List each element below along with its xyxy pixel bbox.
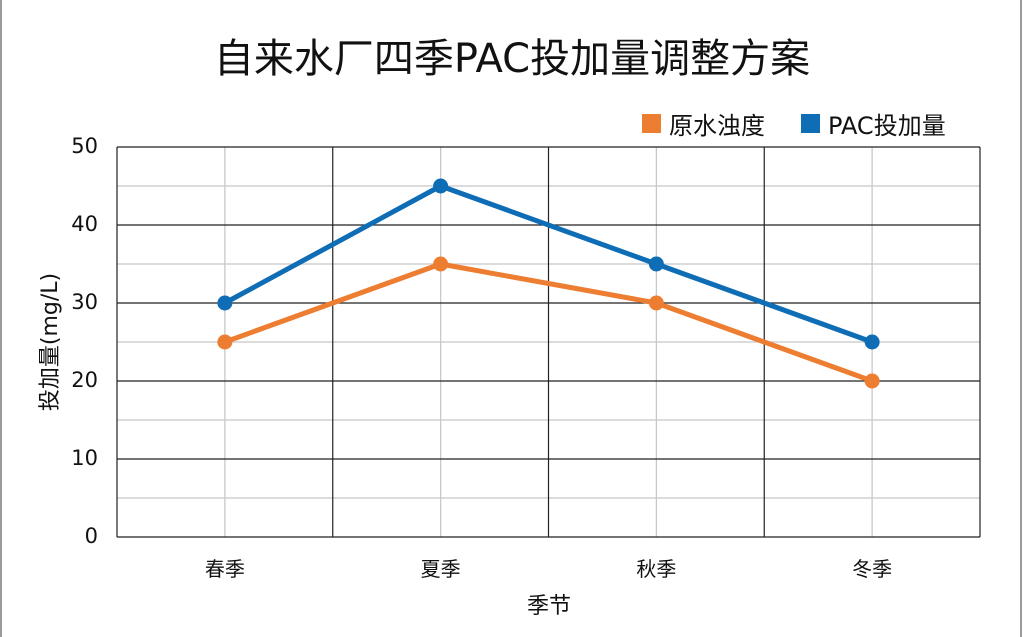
data-point-marker xyxy=(217,295,233,311)
x-axis-label: 季节 xyxy=(526,594,571,619)
y-tick-label: 50 xyxy=(71,134,98,158)
legend-item-pac: PAC投加量 xyxy=(801,106,946,141)
legend-item-turbidity: 原水浊度 xyxy=(642,106,765,141)
x-tick-label: 冬季 xyxy=(852,557,893,581)
y-tick-label: 30 xyxy=(71,290,98,314)
series-line-1 xyxy=(222,183,875,345)
data-point-marker xyxy=(648,256,664,272)
data-point-marker xyxy=(433,178,449,194)
series-line-0 xyxy=(222,261,875,384)
data-point-marker xyxy=(217,334,233,350)
data-point-marker xyxy=(433,256,449,272)
data-point-marker xyxy=(864,373,880,389)
chart-title: 自来水厂四季PAC投加量调整方案 xyxy=(213,36,811,82)
legend: 原水浊度 PAC投加量 xyxy=(642,106,946,141)
y-tick-label: 0 xyxy=(84,524,98,548)
x-tick-label: 秋季 xyxy=(636,557,677,581)
data-point-marker xyxy=(864,334,880,350)
y-tick-label: 40 xyxy=(71,212,98,236)
x-tick-label: 春季 xyxy=(204,557,245,581)
y-tick-label: 10 xyxy=(71,446,98,470)
legend-swatch-blue-icon xyxy=(801,114,820,133)
legend-label: 原水浊度 xyxy=(669,112,765,140)
x-tick-label: 夏季 xyxy=(420,557,461,581)
y-tick-label: 20 xyxy=(71,368,98,392)
data-point-marker xyxy=(648,295,664,311)
legend-label: PAC投加量 xyxy=(828,112,946,140)
legend-swatch-orange-icon xyxy=(642,114,661,133)
